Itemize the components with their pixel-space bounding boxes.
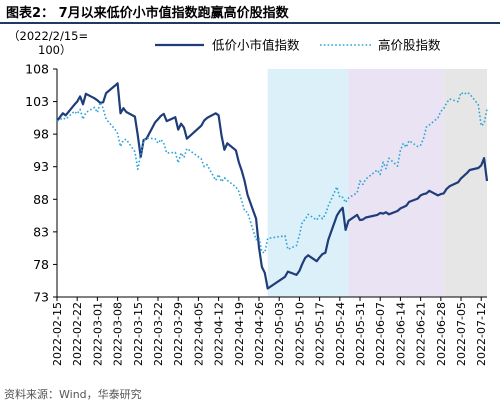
x-tick-label: 2022-06-21 (415, 302, 428, 366)
x-tick-label: 2022-04-19 (233, 302, 246, 366)
x-tick-label: 2022-05-03 (273, 302, 286, 366)
x-tick-label: 2022-03-29 (172, 302, 185, 366)
y-tick-label: 88 (33, 192, 49, 207)
y-tick-label: 93 (33, 159, 49, 174)
chart-axes: （2022/2/15= 100） 73 78 83 88 93 98 103 108 2022-02… (8, 29, 488, 366)
y-tick-label: 98 (33, 127, 49, 142)
y-tick-label: 73 (33, 290, 49, 305)
x-tick-label: 2022-05-31 (354, 302, 367, 366)
figure-title: 图表2： 7月以来低价小市值指数跑赢高价股指数 (6, 6, 289, 21)
x-tick-label: 2022-03-22 (152, 302, 165, 366)
chart-series (56, 82, 489, 290)
source-note: 资料来源：Wind，华泰研究 (4, 388, 142, 401)
x-tick-label: 2022-07-12 (475, 302, 488, 366)
shaded-period-1 (267, 69, 349, 297)
x-tick-label: 2022-03-08 (112, 302, 125, 366)
y-tick-label: 83 (33, 224, 49, 239)
legend-label-1: 低价小市值指数 (212, 38, 300, 53)
x-tick-label: 2022-05-24 (334, 302, 347, 366)
x-tick-label: 2022-06-28 (435, 302, 448, 366)
series-line-2 (56, 91, 488, 254)
x-tick-label: 2022-06-14 (394, 302, 407, 366)
y-tick-label: 103 (25, 94, 49, 109)
y-axis-title: （2022/2/15= 100） (8, 29, 88, 57)
shaded-period-3 (443, 69, 487, 297)
x-tick-label: 2022-04-26 (253, 302, 266, 366)
x-tick-label: 2022-05-10 (293, 302, 306, 366)
x-tick-label: 2022-05-17 (314, 302, 327, 366)
x-tick-label: 2022-03-15 (132, 302, 145, 366)
title-rule (0, 22, 500, 24)
x-tick-label: 2022-02-15 (51, 302, 64, 366)
x-tick-label: 2022-04-12 (213, 302, 226, 366)
x-tick-label: 2022-07-05 (455, 302, 468, 366)
chart-legend: 低价小市值指数 高价股指数 (155, 38, 441, 53)
x-tick-label: 2022-03-01 (91, 302, 104, 366)
x-tick-label: 2022-04-05 (192, 302, 205, 366)
x-tick-label: 2022-06-07 (374, 302, 387, 366)
y-tick-label: 108 (25, 62, 49, 77)
series-line-1 (56, 82, 489, 290)
shaded-periods (267, 69, 487, 297)
x-tick-label: 2022-02-22 (71, 302, 84, 366)
y-tick-label: 78 (33, 257, 49, 272)
legend-label-2: 高价股指数 (378, 38, 441, 53)
shaded-period-2 (348, 69, 444, 297)
